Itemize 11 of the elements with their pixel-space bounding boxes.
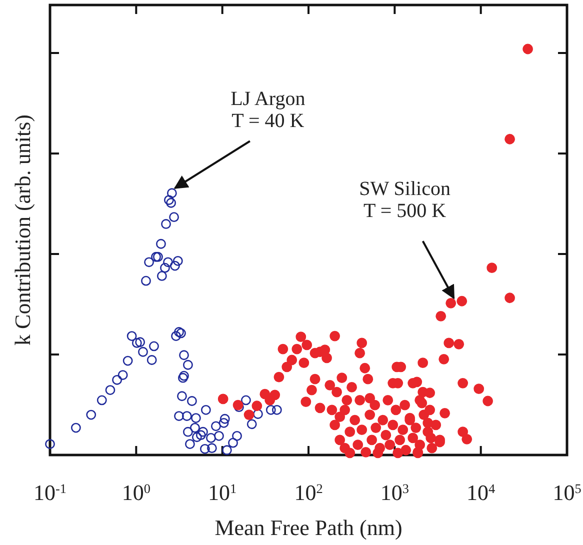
y-axis-title: k Contribution (arb. units) xyxy=(10,114,35,346)
x-tick-label: 10$^{4}$ xyxy=(466,480,496,505)
x-tick-label: 10$^{3}$ xyxy=(380,480,410,505)
x-axis-title: Mean Free Path (nm) xyxy=(214,515,402,540)
annotation: LJ Argon T = 40 K xyxy=(230,88,306,132)
annotation: SW Silicon T = 500 K xyxy=(359,178,450,222)
x-tick-label: 10$^{2}$ xyxy=(294,480,323,505)
x-tick-label: 10$^{-1}$ xyxy=(34,480,66,505)
x-tick-label: 10$^{5}$ xyxy=(552,480,582,505)
x-tick-label: 10$^{1}$ xyxy=(208,480,237,505)
x-tick-label: 10$^{0}$ xyxy=(122,480,151,505)
